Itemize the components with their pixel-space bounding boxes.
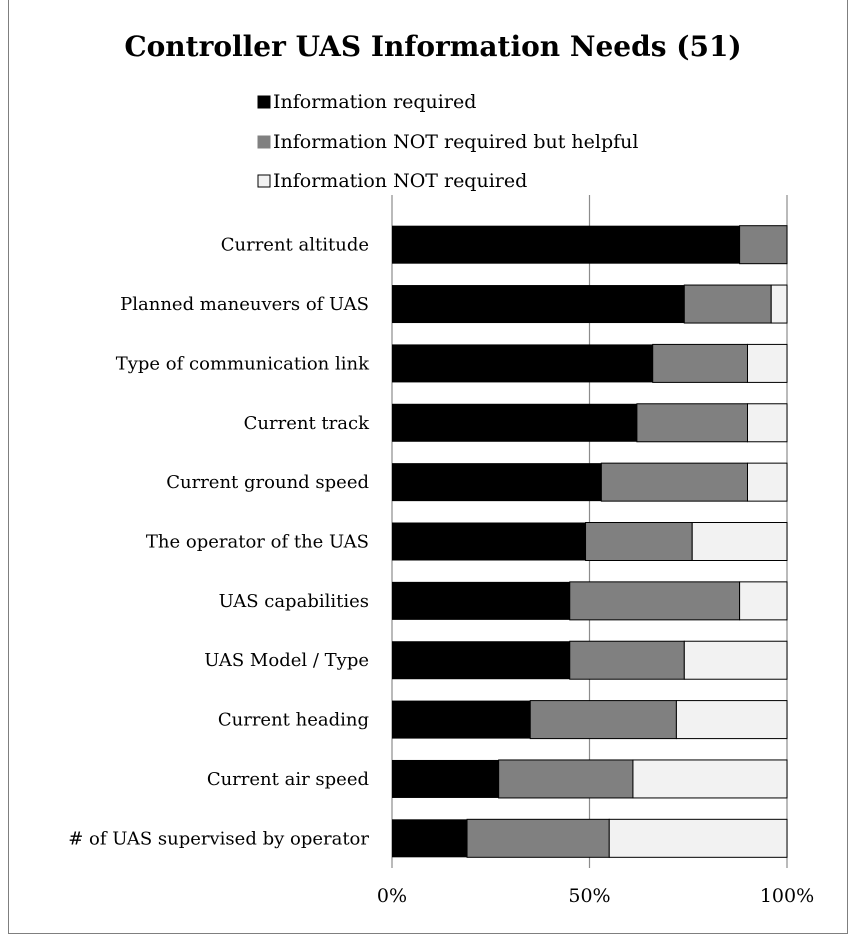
chart-title: Controller UAS Information Needs (51) xyxy=(124,30,741,63)
bar-6-series-0 xyxy=(392,581,570,620)
bar-7-series-0 xyxy=(392,641,570,680)
legend-label-helpful: Information NOT required but helpful xyxy=(273,131,638,153)
bar-5-series-0 xyxy=(392,522,586,561)
bar-2-series-1 xyxy=(652,343,749,383)
legend-label-required: Information required xyxy=(273,91,476,113)
bar-10-series-1 xyxy=(466,818,610,858)
category-label-5: The operator of the UAS xyxy=(146,532,369,553)
bar-9-series-1 xyxy=(498,759,634,799)
bar-8-series-2 xyxy=(675,700,788,740)
category-label-0: Current altitude xyxy=(221,235,369,256)
category-label-10: # of UAS supervised by operator xyxy=(68,828,369,849)
bar-9-series-2 xyxy=(632,759,788,799)
category-labels: Current altitude Planned maneuvers of UAS… xyxy=(68,235,370,850)
x-tick-labels: 0% 50% 100% xyxy=(377,885,814,907)
bar-9-series-0 xyxy=(392,759,499,798)
legend-swatch-helpful xyxy=(257,135,271,149)
bar-0-series-0 xyxy=(392,225,740,264)
bar-1-series-1 xyxy=(683,284,772,324)
category-label-4: Current ground speed xyxy=(166,472,369,493)
legend: Information required Information NOT req… xyxy=(257,91,638,192)
bar-0-series-1 xyxy=(739,225,788,265)
bar-4-series-1 xyxy=(600,462,748,502)
legend-swatch-required xyxy=(257,95,271,109)
bar-2-series-0 xyxy=(392,344,653,383)
bar-3-series-1 xyxy=(636,403,749,443)
bar-10-series-2 xyxy=(608,818,788,858)
bar-2-series-2 xyxy=(747,343,788,383)
bar-6-series-2 xyxy=(739,581,788,621)
category-label-1: Planned maneuvers of UAS xyxy=(120,294,369,315)
x-tick-label-1: 50% xyxy=(568,885,610,907)
bar-1-series-0 xyxy=(392,285,685,324)
bar-1-series-2 xyxy=(770,284,788,324)
x-tick-label-2: 100% xyxy=(760,885,814,907)
bar-4-series-2 xyxy=(747,462,788,502)
bar-7-series-2 xyxy=(683,640,788,680)
bar-7-series-1 xyxy=(569,640,685,680)
bar-6-series-1 xyxy=(569,581,741,621)
legend-label-not-required: Information NOT required xyxy=(273,170,527,192)
category-label-7: UAS Model / Type xyxy=(204,650,369,671)
category-label-8: Current heading xyxy=(218,710,369,731)
category-label-6: UAS capabilities xyxy=(219,591,369,612)
bar-5-series-2 xyxy=(691,522,788,561)
bar-3-series-2 xyxy=(747,403,788,443)
bar-10-series-0 xyxy=(392,819,468,858)
bar-3-series-0 xyxy=(392,403,637,442)
category-label-3: Current track xyxy=(244,413,370,434)
bar-8-series-1 xyxy=(529,700,677,740)
legend-swatch-not-required xyxy=(257,174,271,188)
bar-8-series-0 xyxy=(392,700,531,739)
bar-4-series-0 xyxy=(392,463,602,502)
bar-5-series-1 xyxy=(585,522,693,561)
bars xyxy=(392,225,788,858)
x-tick-label-0: 0% xyxy=(377,885,407,907)
category-label-9: Current air speed xyxy=(207,769,369,790)
category-label-2: Type of communication link xyxy=(116,353,370,374)
